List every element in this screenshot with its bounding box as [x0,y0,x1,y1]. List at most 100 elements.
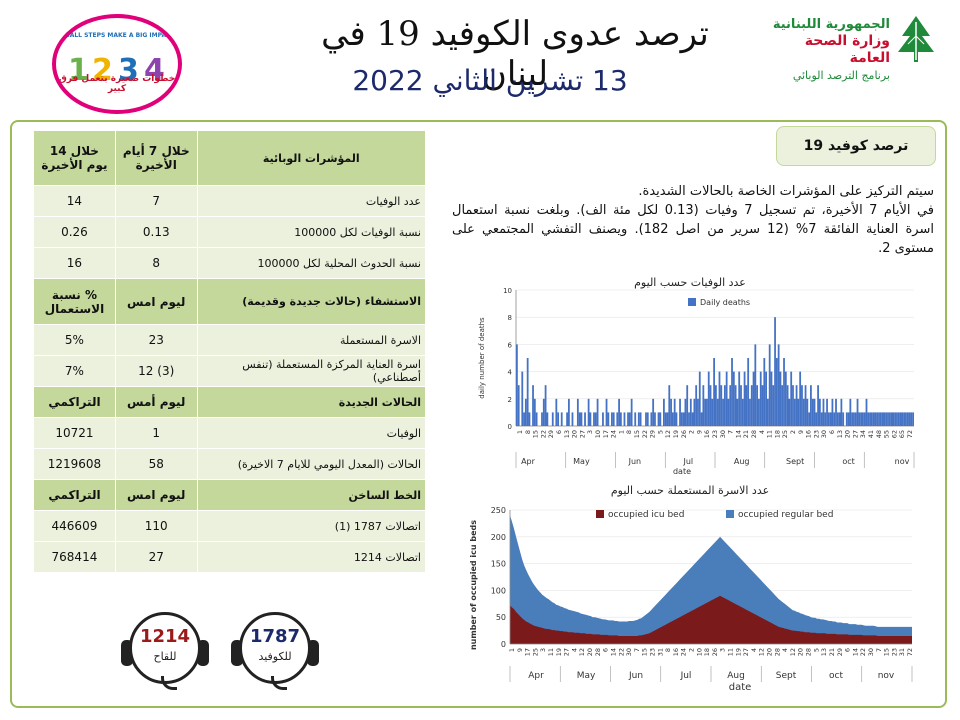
x-tick-label: 21 [742,430,750,438]
bar [686,385,689,426]
x-tick-label: 18 [703,648,711,656]
bar [768,344,771,426]
bar [759,371,762,426]
x-tick-label: 12 [758,648,766,656]
hospitalization-header-row: الاستشفاء (حالات جديدة وقديمة) ليوم امس … [33,278,427,325]
x-tick-label: 28 [594,648,602,656]
bar [829,412,832,426]
bar [628,412,631,426]
bar [774,317,776,426]
legend-label: occupied regular bed [738,510,833,520]
bar [793,398,796,426]
table-row: الاسرة المستعملة 23 5% [33,324,427,356]
bar [761,385,764,426]
bar [593,412,595,426]
bar [858,412,861,426]
legend-swatch [688,298,696,306]
bar [627,412,629,426]
y-tick-label: 100 [491,586,506,595]
bar [535,412,538,426]
bar [906,412,909,426]
x-tick-label: 72 [906,430,914,438]
bar [596,398,599,426]
ministry-logo: الجمهورية اللبنانية وزارة الصحة العامة ب… [768,10,948,82]
x-tick-label: 72 [906,648,914,656]
hotline-label: للكوفيد [258,650,292,663]
bar [611,412,613,426]
bar [706,398,708,426]
bar [792,385,794,426]
bar [663,398,665,426]
beds-chart: 0 50 100 150 200 250 occupied icu bed occupied … [469,506,914,693]
x-tick-label: 15 [641,648,649,656]
x-tick-label: 28 [805,648,813,656]
bar [526,358,529,426]
bar [698,371,701,426]
x-tick-label: 19 [734,648,742,656]
x-tick-label: 4 [750,648,758,652]
bar [740,385,742,426]
table-row: عدد الوفيات 7 14 [33,185,427,217]
x-tick-label: 12 [789,648,797,656]
bar [752,371,755,426]
bar [693,398,696,426]
x-tick-label: 30 [719,430,727,438]
bar [580,412,583,426]
table-row: اتصالات 1787 (1) 110 446609 [33,510,427,542]
bar [878,412,880,426]
bar [671,412,674,426]
bar [745,385,748,426]
x-tick-label: 23 [648,648,656,656]
bar [890,412,893,426]
y-tick-label: 8 [508,314,512,322]
x-tick-label: 20 [571,430,579,438]
x-tick-label: 30 [820,430,828,438]
x-tick-label: 23 [812,430,820,438]
bar [555,398,558,426]
x-tick-label: 16 [703,430,711,438]
bar [743,371,746,426]
y-tick-label: 50 [496,613,506,622]
bar [741,398,744,426]
bar [695,385,698,426]
x-tick-label: 28 [773,648,781,656]
x-tick-label: 13 [563,430,571,438]
bar [797,398,800,426]
bar [689,398,692,426]
bar [756,385,759,426]
x-tick-label: 22 [617,648,625,656]
bar [666,412,669,426]
x-tick-label: 29 [836,648,844,656]
x-tick-label: 14 [851,648,859,656]
bar [863,412,866,426]
bar [826,398,828,426]
bar [856,398,859,426]
bar [718,371,721,426]
x-tick-label: 15 [532,430,540,438]
bar [883,412,886,426]
bar [736,398,739,426]
x-tick-label: 27 [851,430,859,438]
bar [652,398,655,426]
y-tick-label: 200 [491,533,506,542]
bar [646,412,649,426]
bar [790,371,793,426]
bar [795,385,798,426]
bar [673,398,676,426]
x-tick-label: 13 [820,648,828,656]
bar [623,412,626,426]
bar [772,385,775,426]
x-tick-label: 24 [610,430,618,438]
x-tick-label: 3 [586,430,594,434]
bar [645,412,647,426]
legend-label: occupied icu bed [608,510,684,520]
x-tick-label: 41 [867,430,875,438]
bar [847,412,850,426]
bar [910,412,913,426]
bar [842,412,845,426]
x-tick-label: 16 [805,430,813,438]
bar [729,385,732,426]
x-tick-label: 27 [578,430,586,438]
bar [639,412,642,426]
